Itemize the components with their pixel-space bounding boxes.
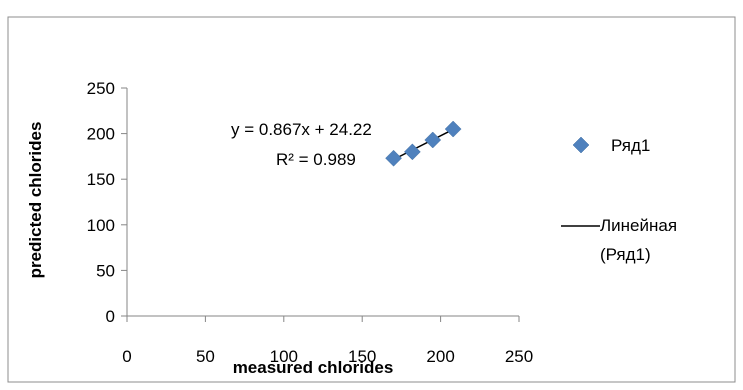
legend: Ряд1 Линейная (Ряд1)	[561, 136, 677, 264]
x-tick-label: 0	[122, 347, 131, 366]
y-tick-label: 250	[87, 79, 115, 98]
legend-trend-label-line2: (Ряд1)	[600, 245, 651, 264]
trendline-group	[393, 128, 454, 161]
y-tick-label: 0	[106, 307, 115, 326]
x-tick-label: 200	[426, 347, 454, 366]
x-tick-label: 50	[196, 347, 215, 366]
y-tick-label: 200	[87, 125, 115, 144]
data-points	[385, 120, 462, 167]
legend-series-label: Ряд1	[611, 136, 650, 155]
x-tick-label: 100	[270, 347, 298, 366]
y-tick-label: 50	[96, 261, 115, 280]
trendline-equation: y = 0.867x + 24.22	[231, 120, 372, 139]
legend-marker-icon	[572, 136, 590, 154]
tick-labels: 0 50 100 150 200 250 0 50 100 150 200 250	[87, 79, 534, 366]
x-tick-label: 150	[348, 347, 376, 366]
y-tick-label: 100	[87, 216, 115, 235]
data-point	[444, 120, 462, 138]
data-point	[385, 149, 402, 167]
axes	[121, 87, 520, 322]
legend-trend-label-line1: Линейная	[600, 216, 677, 235]
y-tick-label: 150	[87, 170, 115, 189]
trendline-r2: R² = 0.989	[276, 150, 356, 169]
trendline	[393, 128, 454, 161]
data-point	[404, 143, 421, 161]
x-axis-title: measured chlorides	[233, 358, 394, 377]
chart-border	[7, 16, 736, 383]
data-point	[424, 131, 442, 149]
x-tick-label: 250	[505, 347, 533, 366]
y-axis-title: predicted chlorides	[26, 122, 45, 279]
